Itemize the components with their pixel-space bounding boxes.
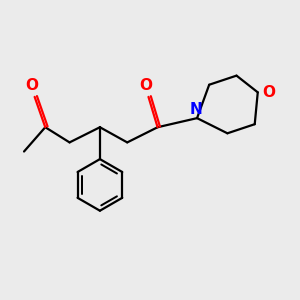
Text: N: N — [189, 102, 202, 117]
Text: O: O — [262, 85, 275, 100]
Text: O: O — [25, 78, 38, 93]
Text: O: O — [139, 78, 152, 93]
